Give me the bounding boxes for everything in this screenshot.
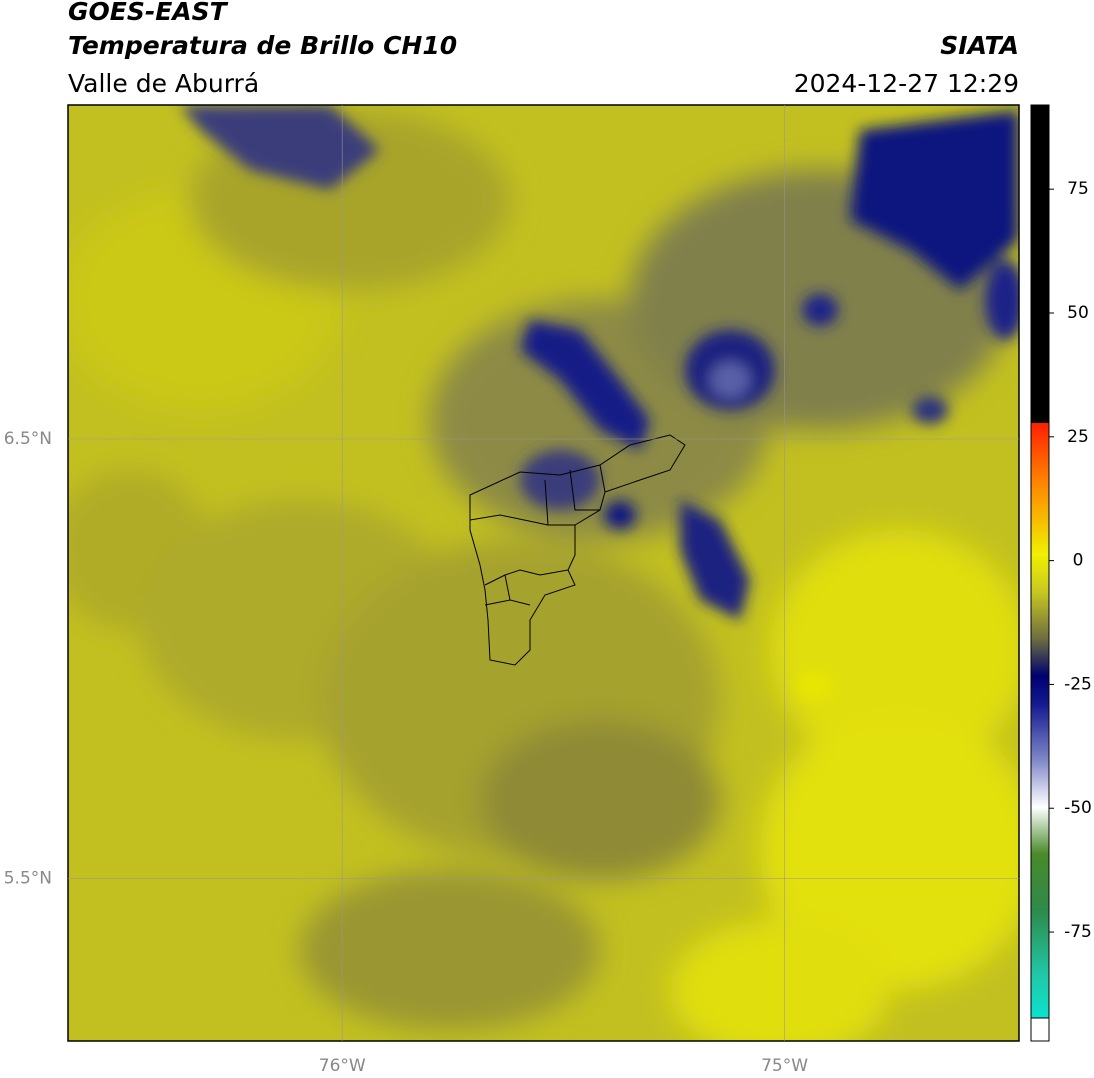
map-frame xyxy=(67,104,1020,1042)
colorbar-tick-label: -50 xyxy=(1064,798,1092,818)
subtitle: Temperatura de Brillo CH10 xyxy=(68,31,457,60)
title: GOES-EAST xyxy=(68,0,229,26)
colorbar xyxy=(1030,104,1050,1042)
region: Valle de Aburrá xyxy=(68,69,259,98)
y-tick-label: 5.5°N xyxy=(4,868,52,888)
datetime: 2024-12-27 12:29 xyxy=(794,69,1019,98)
colorbar-tick-label: 0 xyxy=(1073,551,1084,571)
colorbar-tick-label: -25 xyxy=(1064,674,1092,694)
colorbar-tick-label: 75 xyxy=(1067,179,1089,199)
source: SIATA xyxy=(940,31,1019,60)
colorbar-under xyxy=(1030,1017,1050,1042)
y-tick-label: 6.5°N xyxy=(4,429,52,449)
x-tick-label: 75°W xyxy=(761,1056,808,1076)
colorbar-tick-label: 50 xyxy=(1067,303,1089,323)
colorbar-tick-label: -75 xyxy=(1064,922,1092,942)
colorbar-tick-label: 25 xyxy=(1067,427,1089,447)
municipal-boundaries xyxy=(469,434,686,666)
satellite-image xyxy=(68,105,1019,1041)
x-tick-label: 76°W xyxy=(319,1056,366,1076)
